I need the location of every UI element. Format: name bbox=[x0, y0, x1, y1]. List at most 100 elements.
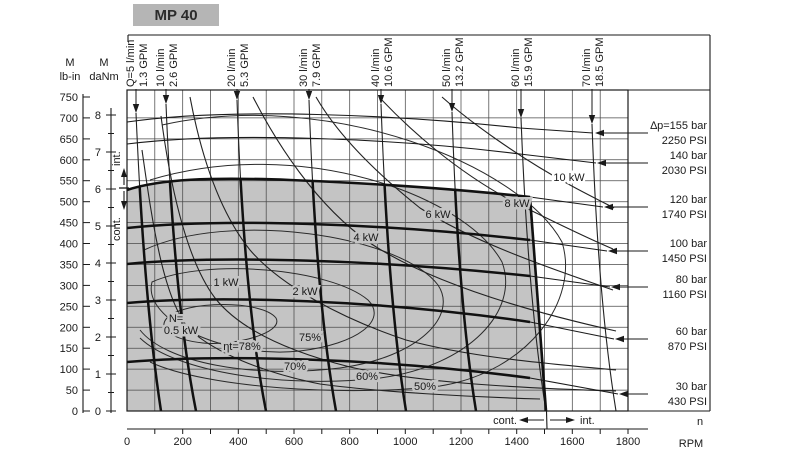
power-curve-2kw bbox=[189, 96, 617, 371]
flow-label-lmin: 60 l/min bbox=[510, 48, 522, 87]
flow-arrowhead bbox=[233, 91, 241, 100]
lbin-tick-label: 100 bbox=[60, 364, 78, 376]
x-tick-label: 1600 bbox=[560, 436, 584, 448]
danm-tick-label: 7 bbox=[95, 147, 101, 159]
efficiency-label-70: 70% bbox=[284, 361, 306, 373]
power-label-0p5kw: 0.5 kW bbox=[164, 325, 199, 337]
power-label-4kw: 4 kW bbox=[353, 232, 379, 244]
pressure-label-bar: 120 bar bbox=[670, 194, 708, 206]
efficiency-label-50: 50% bbox=[414, 381, 436, 393]
danm-tick-label: 0 bbox=[95, 406, 101, 418]
danm-axis-name: M bbox=[99, 57, 108, 69]
flow-label-gpm: 7.9 GPM bbox=[311, 44, 323, 87]
x-tick-label: 200 bbox=[174, 436, 192, 448]
efficiency-label-60: 60% bbox=[356, 371, 378, 383]
flow-line-40lmin-thick bbox=[379, 178, 408, 411]
flow-label-gpm: 5.3 GPM bbox=[239, 44, 251, 87]
pressure-curve-155bar bbox=[126, 113, 594, 134]
thick-curve-overlays bbox=[127, 178, 531, 411]
flow-label-lmin: 20 l/min bbox=[226, 48, 238, 87]
power-curve-4kw bbox=[252, 96, 617, 332]
flow-label-lmin: 10 l/min bbox=[155, 48, 167, 87]
x-tick-label: 1800 bbox=[616, 436, 640, 448]
efficiency-label-75: 75% bbox=[299, 332, 321, 344]
lbin-tick-label: 650 bbox=[60, 134, 78, 146]
x-tick-label: 1400 bbox=[504, 436, 528, 448]
speed-zone-divider bbox=[545, 410, 548, 430]
continuous-operating-region bbox=[127, 178, 546, 411]
torque-zone-int-arrowhead bbox=[121, 168, 127, 177]
lbin-axis-unit: lb-in bbox=[60, 71, 81, 83]
efficiency-contour-75 bbox=[150, 268, 375, 353]
pressure-arrowhead bbox=[595, 129, 604, 137]
grid bbox=[127, 90, 628, 411]
speed-zone-int-arrowhead bbox=[566, 417, 575, 423]
power-curve-0p5kw bbox=[141, 149, 541, 400]
lbin-tick-label: 300 bbox=[60, 280, 78, 292]
flow-line-70lmin bbox=[591, 123, 617, 412]
lbin-tick-label: 550 bbox=[60, 176, 78, 188]
page-title: MP 40 bbox=[154, 7, 197, 24]
efficiency-contours bbox=[139, 114, 567, 392]
flow-line-10lmin-thick bbox=[164, 178, 198, 411]
power-curve-10kw bbox=[441, 96, 615, 209]
pressure-arrowhead bbox=[611, 283, 620, 291]
danm-axis-unit: daNm bbox=[89, 71, 118, 83]
power-curve-6kw bbox=[315, 96, 614, 291]
pressure-label-psi: 1450 PSI bbox=[662, 253, 707, 265]
pressure-curve-140bar bbox=[126, 136, 597, 164]
pressure-label-psi: 1160 PSI bbox=[663, 289, 707, 301]
pressure-label-psi: 870 PSI bbox=[668, 341, 707, 353]
flow-arrowhead bbox=[448, 103, 456, 112]
x-tick-label: 800 bbox=[341, 436, 359, 448]
power-label-1kw: 1 kW bbox=[213, 277, 239, 289]
pressure-label-psi: 2030 PSI bbox=[662, 165, 707, 177]
danm-tick-label: 5 bbox=[95, 221, 101, 233]
flow-label-lmin: Q=5 l/min bbox=[125, 40, 137, 87]
flow-arrowhead bbox=[517, 109, 525, 118]
pressure-label-psi: 430 PSI bbox=[668, 396, 707, 408]
pressure-arrowhead bbox=[608, 247, 617, 255]
continuous-region-right-boundary bbox=[528, 196, 548, 412]
pressure-arrowhead bbox=[604, 203, 613, 211]
efficiency-contour-70 bbox=[139, 229, 444, 372]
flow-line-30lmin-thick bbox=[307, 178, 338, 411]
power-curve-1kw bbox=[160, 115, 617, 392]
torque-zone-cont-arrowhead bbox=[121, 201, 127, 210]
danm-tick-label: 3 bbox=[95, 295, 101, 307]
lbin-tick-label: 450 bbox=[60, 218, 78, 230]
flow-label-gpm: 10.6 GPM bbox=[383, 37, 395, 87]
pressure-arrowhead bbox=[619, 390, 628, 398]
flow-label-lmin: 40 l/min bbox=[370, 48, 382, 87]
lbin-tick-label: 750 bbox=[60, 92, 78, 104]
lbin-tick-label: 50 bbox=[66, 385, 78, 397]
rpm-axis-name: n bbox=[697, 416, 703, 428]
power-label-6kw: 6 kW bbox=[425, 209, 451, 221]
lbin-tick-label: 600 bbox=[60, 155, 78, 167]
lbin-tick-label: 500 bbox=[60, 197, 78, 209]
pressure-curve-60bar-thick bbox=[127, 298, 531, 324]
pressure-arrowhead bbox=[615, 335, 624, 343]
power-label-2kw: 2 kW bbox=[292, 286, 318, 298]
lbin-tick-label: 150 bbox=[60, 343, 78, 355]
y-axis-lbin: 7507006506005505004504003503002502001501… bbox=[60, 92, 90, 418]
torque-zone-int-label: int. bbox=[111, 151, 123, 166]
flow-label-gpm: 13.2 GPM bbox=[454, 37, 466, 87]
pressure-curve-80bar-thick bbox=[127, 258, 531, 278]
speed-zone-indicator: cont. int. bbox=[493, 410, 595, 430]
pressure-label-bar: ∆p=155 bar bbox=[650, 120, 707, 132]
flow-line-60lmin bbox=[520, 117, 547, 412]
flow-labels: Q=5 l/min 1.3 GPM 10 l/min 2.6 GPM 20 l/min 5… bbox=[125, 37, 606, 124]
power-curve-8kw bbox=[378, 96, 614, 250]
speed-zone-cont-label: cont. bbox=[493, 415, 517, 427]
flow-label-gpm: 15.9 GPM bbox=[523, 37, 535, 87]
pressure-label-psi: 1740 PSI bbox=[662, 209, 707, 221]
danm-tick-label: 4 bbox=[95, 258, 101, 270]
lbin-tick-label: 700 bbox=[60, 113, 78, 125]
power-label-8kw: 8 kW bbox=[504, 198, 530, 210]
speed-zone-cont-arrowhead bbox=[519, 417, 528, 423]
title-box bbox=[133, 4, 219, 26]
flow-line-5lmin-thick bbox=[134, 178, 163, 411]
